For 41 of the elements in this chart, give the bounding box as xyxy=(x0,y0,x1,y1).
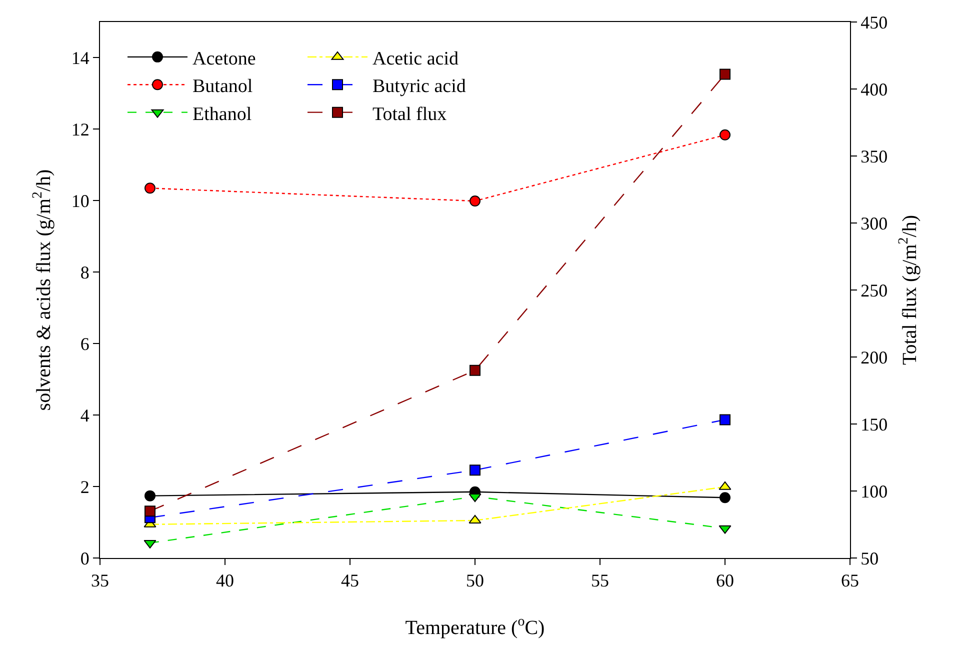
legend-label: Butanol xyxy=(192,76,253,98)
y-tick-label: 8 xyxy=(80,262,90,282)
x-tick-label: 60 xyxy=(716,570,734,591)
y-tick-label: 6 xyxy=(80,334,90,354)
y2-tick-label: 50 xyxy=(860,548,879,568)
point xyxy=(720,414,730,426)
legend-label: Acetone xyxy=(192,48,256,70)
legend-label: Ethanol xyxy=(192,104,252,125)
point xyxy=(720,129,730,140)
legend-label: Butyric acid xyxy=(372,76,466,98)
y2-tick-label: 250 xyxy=(860,280,888,300)
y-tick-label: 4 xyxy=(80,405,90,426)
y-tick-label: 14 xyxy=(71,48,90,68)
point xyxy=(144,506,156,517)
y-tick-label: 2 xyxy=(80,476,90,497)
x-axis-title: Temperature ($^{o}$C) xyxy=(405,614,545,640)
y-tick-label: 10 xyxy=(71,190,90,211)
x-tick-label: 55 xyxy=(591,570,609,591)
y2-tick-label: 300 xyxy=(860,213,888,234)
x-tick-label: 65 xyxy=(841,570,859,591)
x-tick-label: 40 xyxy=(216,570,234,591)
legend-label: Total flux xyxy=(372,104,448,125)
y2-tick-label: 350 xyxy=(860,146,888,166)
x-tick-label: 45 xyxy=(341,570,359,591)
y2-tick-label: 450 xyxy=(860,12,888,32)
y2-tick-label: 150 xyxy=(860,414,888,434)
point xyxy=(144,490,156,502)
legend-label: Acetic acid xyxy=(372,48,459,70)
y-tick-label: 12 xyxy=(71,120,90,140)
y2-tick-label: 200 xyxy=(860,347,888,368)
point xyxy=(470,196,480,207)
point xyxy=(470,464,480,476)
point xyxy=(720,68,730,80)
y-tick-label: 0 xyxy=(80,548,90,568)
x-tick-label: 50 xyxy=(466,570,484,591)
x-tick-label: 35 xyxy=(91,570,109,591)
point xyxy=(720,492,730,504)
y2-tick-label: 100 xyxy=(860,481,888,502)
point xyxy=(144,182,156,194)
y2-tick-label: 400 xyxy=(860,79,888,100)
point xyxy=(470,364,480,376)
